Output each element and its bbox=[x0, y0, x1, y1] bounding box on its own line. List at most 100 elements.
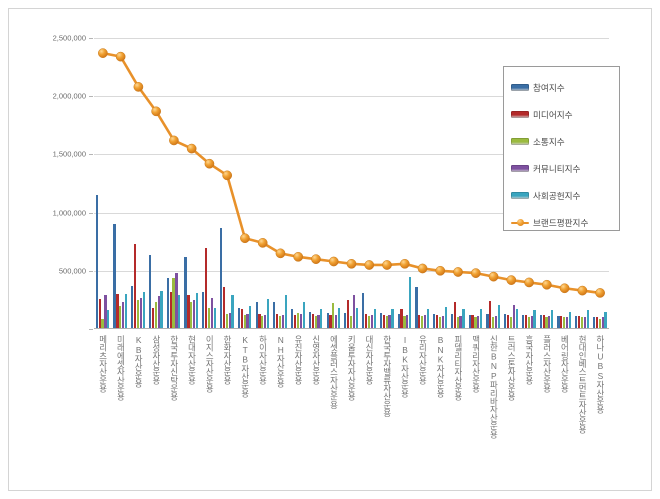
bar bbox=[566, 317, 569, 329]
legend-item: 커뮤니티지수 bbox=[511, 155, 613, 182]
x-axis-tick-label: 하나UBS자산운용 bbox=[595, 335, 606, 414]
bar bbox=[317, 315, 320, 329]
bar bbox=[119, 305, 122, 329]
bar bbox=[175, 273, 178, 329]
bar bbox=[246, 313, 249, 329]
x-axis-tick-label: 베어링자산운용 bbox=[559, 335, 570, 393]
bar bbox=[512, 304, 515, 329]
bar bbox=[563, 317, 566, 329]
bar bbox=[293, 315, 297, 329]
y-axis-tick bbox=[89, 96, 93, 98]
bar bbox=[139, 297, 143, 329]
bar bbox=[187, 295, 190, 329]
bar bbox=[335, 315, 338, 329]
bar-group bbox=[396, 38, 414, 329]
bar bbox=[276, 313, 279, 329]
bar bbox=[219, 227, 223, 329]
x-axis-tick-label: 현대자산운용 bbox=[186, 335, 197, 385]
x-axis-tick-label: KTB자산운용 bbox=[240, 335, 251, 398]
x-axis-tick-label: 에셋플러스자산운용 bbox=[329, 335, 340, 409]
bar bbox=[243, 315, 246, 329]
bar-group bbox=[467, 38, 485, 329]
chart-legend: 참여지수 미디어지수 소통지수 커뮤니티지수 사회공헌지수 브랜드평판지수 bbox=[503, 66, 620, 231]
bar bbox=[592, 317, 596, 329]
x-axis-tick-label: 대신자산운용 bbox=[364, 335, 375, 385]
bar bbox=[329, 315, 332, 329]
bar bbox=[131, 285, 134, 329]
legend-item: 미디어지수 bbox=[511, 101, 613, 128]
bar-group bbox=[502, 38, 520, 329]
bar bbox=[435, 315, 439, 329]
bar bbox=[261, 316, 264, 329]
bar bbox=[205, 247, 208, 329]
bar bbox=[264, 315, 267, 329]
x-axis-tick-label: 신한BNP파리바자산운용 bbox=[488, 335, 499, 439]
bar bbox=[421, 316, 424, 329]
bar bbox=[521, 315, 525, 329]
y-axis-tick-label: 1,500,000 bbox=[52, 149, 86, 159]
bar bbox=[202, 291, 205, 329]
bar bbox=[207, 308, 211, 329]
bar bbox=[237, 308, 240, 329]
bar bbox=[604, 311, 607, 329]
x-axis-tick-label: 하이자산운용 bbox=[257, 335, 268, 385]
bar-group bbox=[272, 38, 290, 329]
x-axis-tick-label: 미래에셋자산운용 bbox=[115, 335, 126, 401]
bar bbox=[515, 309, 518, 329]
bar bbox=[471, 315, 474, 329]
bar bbox=[178, 295, 181, 329]
bar-group bbox=[147, 38, 165, 329]
bar-group bbox=[520, 38, 538, 329]
bar bbox=[441, 316, 444, 329]
x-axis-tick-label: 이지스자산운용 bbox=[204, 335, 215, 393]
x-axis-line bbox=[94, 328, 609, 329]
x-axis-tick-label: 현대인베스트먼트자산운용 bbox=[577, 335, 588, 434]
bar bbox=[157, 296, 160, 329]
bar bbox=[509, 317, 513, 329]
y-axis-tick bbox=[89, 38, 93, 39]
bar bbox=[344, 312, 347, 329]
y-axis-tick-label: 500,000 bbox=[58, 266, 86, 276]
bar-group bbox=[556, 38, 574, 329]
bar bbox=[296, 312, 299, 329]
bar-group bbox=[573, 38, 591, 329]
bar bbox=[426, 309, 430, 329]
bar bbox=[453, 302, 456, 329]
bar bbox=[598, 318, 601, 329]
bar bbox=[142, 291, 145, 329]
bar bbox=[258, 313, 261, 329]
bar bbox=[116, 294, 119, 329]
bar bbox=[379, 312, 382, 329]
x-axis-tick-label: NH자산운용 bbox=[275, 335, 286, 388]
bar bbox=[166, 277, 169, 329]
x-axis-tick-label: 맥쿼리자산운용 bbox=[471, 335, 482, 393]
bar bbox=[320, 309, 323, 329]
bar bbox=[438, 317, 442, 329]
chart-frame: 500,000 1,000,000 1,500,000 2,000,000 2,500,… bbox=[8, 8, 652, 491]
bar bbox=[362, 292, 365, 329]
bar bbox=[240, 309, 243, 329]
bar bbox=[249, 305, 252, 329]
y-axis-tick-label: 1,000,000 bbox=[52, 208, 86, 218]
bar bbox=[406, 315, 409, 329]
bar bbox=[560, 316, 563, 329]
x-axis-tick-label: KB자산운용 bbox=[133, 335, 144, 388]
bar bbox=[474, 317, 477, 329]
bar bbox=[415, 287, 418, 329]
bar bbox=[213, 308, 216, 329]
bar bbox=[568, 311, 572, 329]
bar bbox=[255, 302, 258, 329]
bar bbox=[367, 316, 370, 329]
bar bbox=[551, 310, 554, 329]
bar bbox=[302, 302, 305, 329]
bar bbox=[370, 315, 373, 329]
bar bbox=[148, 254, 152, 329]
x-axis-tick-label: BNK자산운용 bbox=[435, 335, 446, 398]
bar bbox=[279, 316, 282, 329]
bar bbox=[382, 315, 385, 329]
bar bbox=[397, 313, 400, 329]
bar bbox=[583, 317, 586, 329]
bar bbox=[273, 302, 276, 329]
bar bbox=[347, 299, 350, 329]
bar bbox=[468, 315, 471, 329]
